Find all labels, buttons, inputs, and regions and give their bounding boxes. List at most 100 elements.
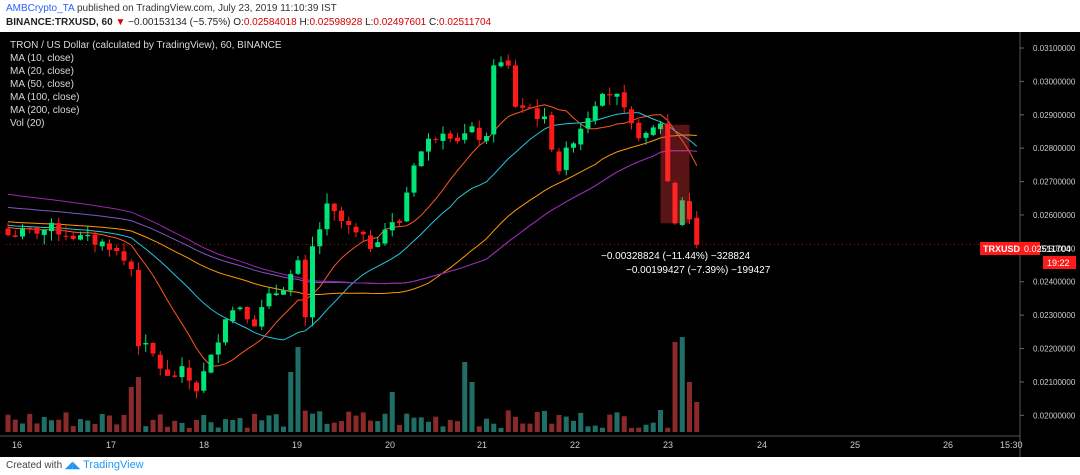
footer: Created with ◢◣ TradingView (0, 457, 1080, 475)
volume-bar (426, 421, 431, 432)
volume-bar (114, 424, 120, 432)
volume-bar (121, 414, 127, 432)
symbol-line: BINANCE:TRXUSD, 60 (6, 17, 113, 28)
volume-bar (194, 419, 199, 432)
volume-bar (389, 392, 395, 432)
legend-ma100[interactable]: MA (100, close) (10, 92, 79, 103)
candlestick-chart[interactable]: 0.03100000 0.03000000 0.02900000 0.02800000… (0, 32, 1080, 457)
candle-body (41, 229, 47, 235)
candle-body (128, 261, 134, 270)
badge-symbol: TRXUSD (983, 244, 1021, 254)
volume-bar (12, 419, 18, 432)
volume-bar (607, 414, 613, 432)
volume-bar (324, 423, 330, 432)
candle-body (389, 222, 395, 231)
legend-ma10[interactable]: MA (10, close) (10, 53, 74, 64)
candle-body (281, 290, 286, 295)
candle-body (230, 310, 236, 322)
volume-bar (614, 412, 620, 432)
volume-bar (571, 420, 576, 432)
volume-bar (179, 422, 185, 432)
volume-bar (317, 411, 323, 432)
candle-body (585, 118, 591, 129)
legend-ma20[interactable]: MA (20, close) (10, 66, 74, 77)
countdown-badge (1043, 256, 1076, 269)
candle-body (672, 182, 678, 224)
volume-bar (99, 413, 105, 432)
volume-bar (288, 372, 294, 432)
tradingview-logo-icon: ◢◣ (64, 460, 81, 471)
y-tick-label: 0.02300000 (1033, 311, 1076, 320)
candle-body (411, 165, 417, 193)
volume-bar (404, 413, 410, 432)
legend-ma200[interactable]: MA (200, close) (10, 105, 79, 116)
y-tick-label: 0.02200000 (1033, 345, 1076, 354)
candle-body (687, 201, 692, 220)
y-tick-label: 0.02000000 (1033, 411, 1076, 420)
volume-bar (621, 416, 627, 432)
candle-body (571, 143, 576, 148)
volume-bar (643, 424, 649, 432)
candle-body (273, 293, 279, 296)
legend-volume[interactable]: Vol (20) (10, 118, 44, 129)
volume-bar (665, 427, 671, 432)
candle-body (491, 65, 497, 135)
measure-box (660, 124, 690, 224)
close-label: C: (429, 17, 440, 28)
y-tick-label: 0.02500000 (1033, 244, 1076, 253)
candle-body (404, 192, 410, 222)
candle-body (194, 382, 199, 392)
candle-body (636, 122, 642, 139)
chart-area[interactable]: 0.03100000 0.03000000 0.02900000 0.02800000… (0, 32, 1080, 457)
candle-body (208, 354, 214, 373)
chart-overlay: TRON / US Dollar (calculated by TradingV… (10, 40, 1076, 276)
volume-bar (310, 413, 315, 432)
candle-body (621, 92, 627, 108)
publisher-link[interactable]: AMBCrypto_TA (6, 3, 75, 14)
legend-ma50[interactable]: MA (50, close) (10, 79, 74, 90)
volume-bar (592, 425, 598, 432)
volume-bar (186, 427, 192, 432)
volume-bar (150, 419, 156, 432)
candle-body (650, 127, 656, 135)
volume-bar (165, 426, 170, 432)
candle-body (614, 93, 620, 97)
volume-bar (694, 402, 700, 432)
candle-body (578, 128, 584, 145)
x-tick-label: 25 (850, 440, 860, 450)
x-tick-label: 26 (943, 440, 953, 450)
x-tick-label: 15:30 (1000, 440, 1023, 450)
candle-body (121, 251, 127, 261)
x-tick-label: 20 (385, 440, 395, 450)
volume-bar (578, 412, 584, 432)
volume-bar (484, 418, 489, 432)
volume-bar (230, 420, 236, 432)
candle-body (302, 259, 308, 318)
high-value: 0.02598928 (309, 17, 363, 28)
volume-bar (295, 347, 301, 432)
candle-body (201, 371, 207, 391)
measure-annotation-1: −0.00328824 (−11.44%) −328824 (601, 251, 751, 262)
candle-body (469, 126, 475, 133)
candle-body (643, 132, 649, 138)
candle-body (360, 231, 366, 235)
volume-bar (273, 414, 279, 432)
candle-body (63, 235, 69, 237)
candle-body (484, 136, 489, 141)
open-label: O: (233, 17, 244, 28)
volume-bar (128, 387, 134, 432)
ma50-line (7, 134, 697, 295)
volume-bar (498, 427, 504, 432)
ma10-line (7, 104, 698, 367)
candle-body (368, 235, 373, 249)
candle-body (259, 307, 265, 327)
tradingview-brand[interactable]: TradingView (83, 459, 144, 471)
y-tick-label: 0.02800000 (1033, 144, 1076, 153)
volume-bar (85, 420, 91, 432)
volume-bar (143, 426, 149, 432)
volume-bar (469, 382, 475, 432)
candle-body (534, 108, 540, 119)
candle-body (324, 203, 330, 230)
volume-bar (440, 426, 446, 432)
volume-bar (107, 415, 112, 432)
